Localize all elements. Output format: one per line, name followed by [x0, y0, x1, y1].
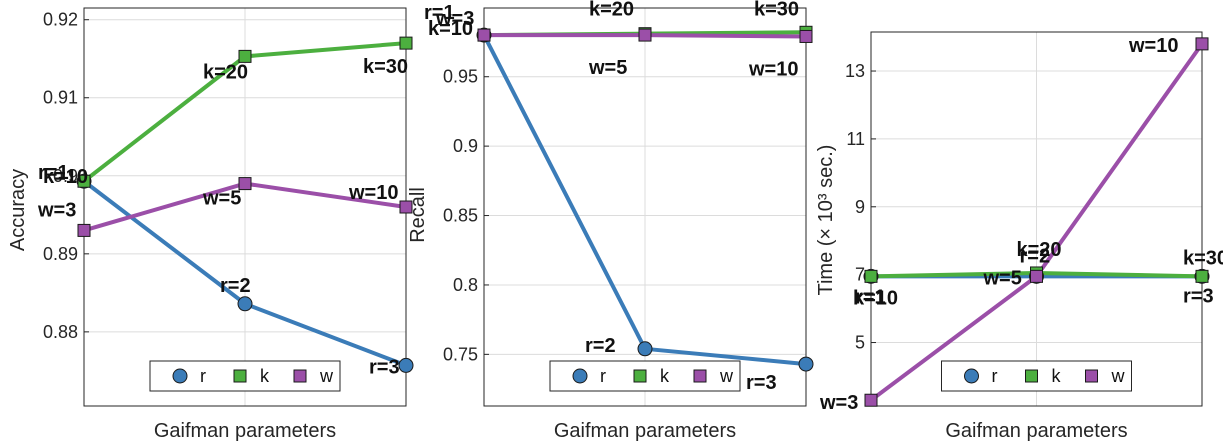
- data-label-r: r=1: [855, 286, 886, 308]
- data-point-k: [864, 269, 878, 283]
- y-tick-label: 0.9: [453, 136, 478, 156]
- data-point-k: [399, 36, 413, 50]
- x-axis-label: Gaifman parameters: [154, 420, 336, 441]
- legend-marker-w: [293, 369, 307, 383]
- data-label-r: r=2: [585, 335, 616, 357]
- legend-marker-r: [572, 368, 588, 384]
- data-label-r: r=3: [746, 372, 777, 394]
- data-label-k: k=30: [363, 56, 408, 78]
- y-tick-label: 0.88: [43, 322, 78, 342]
- y-axis-label: Recall: [407, 187, 429, 243]
- y-tick-label: 0.91: [43, 88, 78, 108]
- legend-label-k: k: [1052, 366, 1062, 386]
- data-label-w: w=3: [435, 8, 474, 30]
- chart-panel-1: 0.88 0.89 0.9 0.91 0.92 Gaifman parameters Acc…: [7, 7, 414, 441]
- legend-label-k: k: [260, 366, 270, 386]
- y-tick-label: 0.8: [453, 275, 478, 295]
- legend-marker-w: [1085, 369, 1098, 383]
- y-tick-label: 0.89: [43, 244, 78, 264]
- x-axis-label: Gaifman parameters: [554, 420, 736, 441]
- data-label-k: k=10: [428, 18, 473, 40]
- data-label-w: w=10: [348, 182, 398, 204]
- data-point-k: [238, 49, 252, 63]
- data-label-r: r=1: [424, 2, 455, 24]
- legend-label-r: r: [200, 366, 206, 386]
- legend-label-w: w: [719, 366, 734, 386]
- legend-marker-w: [693, 369, 707, 383]
- data-label-k: k=20: [589, 0, 634, 21]
- legend-marker-k: [1025, 369, 1038, 383]
- data-point-w: [1195, 37, 1209, 51]
- data-label-r: r=3: [1183, 285, 1214, 307]
- data-point-r: [398, 357, 414, 373]
- data-point-w: [399, 200, 413, 214]
- legend-label-k: k: [660, 366, 670, 386]
- y-axis-label: Accuracy: [7, 169, 29, 251]
- axes-box: [870, 31, 1203, 407]
- data-label-k: k=30: [754, 0, 799, 20]
- y-tick-label: 9: [855, 197, 865, 217]
- axes-box: [483, 7, 807, 407]
- data-label-w: w=5: [588, 57, 627, 79]
- data-label-w: w=3: [37, 199, 76, 221]
- data-label-w: w=3: [819, 392, 858, 414]
- data-point-w: [477, 28, 491, 42]
- data-point-w: [638, 28, 652, 42]
- y-tick-label: 0.85: [443, 206, 478, 226]
- data-label-r: r=2: [1020, 245, 1051, 267]
- legend-label-w: w: [1111, 366, 1126, 386]
- x-axis-label: Gaifman parameters: [945, 420, 1127, 441]
- data-label-k: k=20: [203, 61, 248, 83]
- legend-label-r: r: [992, 366, 998, 386]
- data-label-w: w=10: [1128, 35, 1178, 57]
- data-point-w: [1030, 269, 1043, 283]
- data-point-r: [637, 341, 653, 357]
- y-tick-label: 13: [845, 61, 865, 81]
- data-label-w: w=5: [202, 188, 241, 210]
- data-label-k: k=10: [853, 287, 898, 309]
- data-label-k: k=30: [1183, 247, 1223, 269]
- data-point-w: [238, 177, 252, 191]
- chart-panel-2: 0.75 0.8 0.85 0.9 0.95 Gaifman parameters Reca…: [407, 0, 814, 441]
- y-tick-label: 0.75: [443, 344, 478, 364]
- y-axis-label: Time (× 10³ sec.): [815, 145, 837, 296]
- data-point-w: [77, 223, 91, 237]
- data-label-r: r=1: [38, 162, 69, 184]
- y-tick-label: 0.95: [443, 67, 478, 87]
- data-label-r: r=2: [220, 275, 251, 297]
- data-label-k: k=10: [43, 166, 88, 188]
- data-label-r: r=3: [369, 356, 400, 378]
- data-point-r: [237, 296, 253, 312]
- legend-marker-r: [964, 368, 979, 384]
- data-label-k: k=20: [1017, 239, 1062, 261]
- data-label-w: w=5: [983, 267, 1022, 289]
- y-tick-label: 0.92: [43, 10, 78, 30]
- chart-panel-3: 5 7 9 11 13 Gaifman parameters Time (× 10³ sec…: [815, 31, 1223, 441]
- legend-marker-r: [172, 368, 188, 384]
- legend-marker-k: [233, 369, 247, 383]
- y-tick-label: 0.9: [53, 166, 78, 186]
- data-point-r: [798, 356, 814, 372]
- y-tick-label: 5: [855, 333, 865, 353]
- y-tick-label: 11: [846, 129, 865, 149]
- legend-marker-k: [633, 369, 647, 383]
- y-tick-label: 7: [855, 265, 865, 285]
- data-point-k: [77, 174, 91, 188]
- data-point-w: [864, 393, 878, 407]
- data-point-k: [1195, 269, 1209, 283]
- legend-label-r: r: [600, 366, 606, 386]
- data-label-w: w=10: [748, 58, 798, 80]
- data-point-w: [799, 29, 813, 43]
- legend-label-w: w: [319, 366, 334, 386]
